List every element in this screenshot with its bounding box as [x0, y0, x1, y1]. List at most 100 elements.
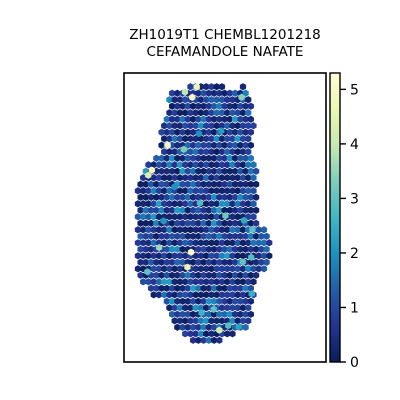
tissue-spot — [216, 180, 223, 188]
tissue-spot — [145, 226, 152, 234]
tissue-spot — [216, 219, 223, 227]
tissue-spot — [252, 180, 260, 188]
tissue-spot — [260, 252, 268, 260]
tissue-spot — [221, 193, 228, 201]
tissue-spot — [210, 323, 218, 331]
tissue-spot — [176, 187, 184, 195]
tissue-spot — [150, 291, 157, 299]
tissue-spot — [210, 141, 218, 149]
tissue-spot — [239, 109, 247, 117]
tissue-spot — [231, 271, 239, 279]
tissue-spot — [213, 135, 220, 143]
tissue-spot — [153, 219, 160, 227]
tissue-spot — [147, 284, 155, 292]
high-expression-spot — [164, 141, 171, 149]
tissue-spot — [231, 154, 239, 162]
tissue-spot — [258, 245, 265, 253]
tissue-spot — [176, 161, 184, 169]
tissue-spot — [242, 89, 249, 97]
tissue-spot — [192, 265, 199, 273]
tissue-spot — [174, 206, 181, 214]
tissue-spot — [187, 109, 194, 117]
tissue-spot — [179, 206, 186, 214]
tissue-spot — [163, 167, 170, 175]
tissue-spot — [247, 232, 254, 240]
tissue-spot — [140, 174, 147, 182]
tissue-spot — [203, 187, 210, 195]
tissue-spot — [195, 323, 202, 331]
tissue-spot — [142, 232, 149, 240]
high-expression-spot — [222, 212, 229, 220]
tissue-spot — [166, 291, 173, 299]
tissue-spot — [226, 271, 233, 279]
tissue-spot — [260, 239, 268, 247]
colorbar-tick-label: 0 — [350, 355, 359, 371]
tissue-spot — [247, 115, 254, 123]
tissue-spot — [197, 304, 205, 312]
tissue-spot — [182, 304, 189, 312]
tissue-spot — [205, 245, 212, 253]
tissue-spot — [134, 265, 142, 273]
tissue-spot — [161, 122, 168, 130]
tissue-spot — [171, 304, 178, 312]
tissue-spot — [224, 304, 231, 312]
tissue-spot — [182, 122, 189, 130]
tissue-spot — [224, 161, 231, 169]
tissue-spot — [166, 200, 173, 208]
tissue-spot — [155, 239, 163, 247]
tissue-spot — [221, 167, 228, 175]
tissue-spot — [234, 174, 241, 182]
tissue-spot — [182, 200, 189, 208]
tissue-spot — [158, 154, 165, 162]
tissue-spot — [195, 245, 202, 253]
tissue-spot — [161, 161, 168, 169]
tissue-spot — [255, 239, 262, 247]
tissue-spot — [158, 193, 165, 201]
tissue-spot — [234, 213, 241, 221]
tissue-spot — [140, 200, 147, 208]
tissue-spot — [192, 239, 199, 247]
tissue-spot — [195, 271, 202, 279]
tissue-spot — [252, 206, 260, 214]
tissue-spot — [184, 102, 191, 110]
tissue-spot — [221, 89, 228, 97]
tissue-spot — [147, 206, 155, 214]
tissue-spot — [174, 323, 181, 331]
high-expression-spot — [148, 166, 155, 174]
tissue-spot — [245, 135, 252, 143]
tissue-spot — [218, 96, 226, 104]
tissue-spot — [231, 180, 239, 188]
tissue-spot — [182, 174, 189, 182]
high-expression-spot — [198, 309, 205, 317]
tissue-spot — [189, 232, 197, 240]
tissue-spot — [258, 232, 265, 240]
tissue-spot — [229, 174, 236, 182]
tissue-spot — [242, 206, 249, 214]
tissue-spot — [224, 226, 231, 234]
tissue-spot — [142, 193, 149, 201]
tissue-spot — [179, 232, 186, 240]
tissue-spot — [226, 141, 233, 149]
tissue-spot — [205, 284, 212, 292]
tissue-spot — [203, 239, 210, 247]
tissue-spot — [213, 122, 220, 130]
tissue-spot — [161, 135, 168, 143]
tissue-spot — [200, 258, 207, 266]
tissue-spot — [171, 252, 178, 260]
tissue-spot — [210, 297, 218, 305]
tissue-spot — [226, 154, 233, 162]
tissue-spot — [263, 245, 270, 253]
tissue-spot — [213, 252, 220, 260]
tissue-spot — [161, 291, 168, 299]
tissue-spot — [197, 317, 205, 325]
tissue-spot — [142, 245, 149, 253]
tissue-spot — [221, 219, 228, 227]
tissue-spot — [158, 167, 165, 175]
high-expression-spot — [144, 268, 151, 276]
tissue-spot — [184, 297, 191, 305]
tissue-spot — [163, 154, 170, 162]
tissue-spot — [134, 200, 142, 208]
tissue-spot — [161, 200, 168, 208]
tissue-spot — [195, 193, 202, 201]
tissue-spot — [210, 154, 218, 162]
